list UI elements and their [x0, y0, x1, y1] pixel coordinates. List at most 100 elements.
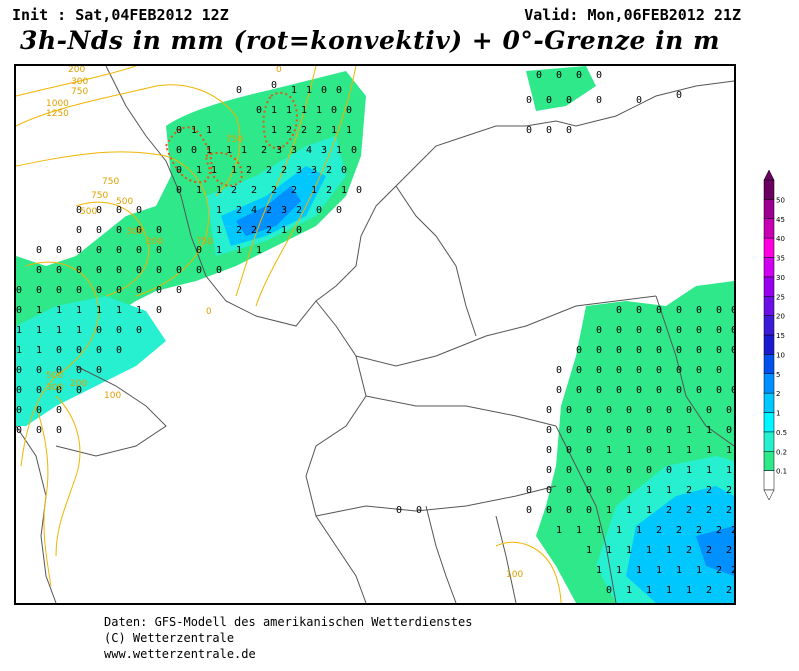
precip-value-symbol: 1	[136, 305, 143, 316]
precip-value-symbol: 0	[526, 505, 533, 516]
snowline-label: 300	[71, 77, 89, 87]
precip-value-symbol: 0	[36, 425, 43, 436]
precip-value-symbol: 0	[546, 505, 553, 516]
precip-value-symbol: 1	[231, 165, 238, 176]
precip-value-symbol: 0	[156, 285, 163, 296]
map-title: 3h-Nds in mm (rot=konvektiv) + 0°-Grenze…	[20, 26, 720, 55]
precip-value-symbol: 1	[306, 85, 313, 96]
precip-value-symbol: 2	[326, 185, 333, 196]
legend-bottom-arrow	[763, 489, 775, 501]
precip-value-symbol: 0	[716, 385, 723, 396]
precip-value-symbol: 2	[686, 545, 693, 556]
precip-value-symbol: 0	[96, 365, 103, 376]
snowline-label: 750	[102, 177, 120, 187]
precip-value-symbol: 0	[666, 425, 673, 436]
precip-value-symbol: 1	[116, 305, 123, 316]
precip-value-symbol: 0	[56, 385, 63, 396]
precip-value-symbol: 0	[526, 95, 533, 106]
legend-band	[763, 296, 775, 316]
precip-value-symbol: 1	[606, 505, 613, 516]
precip-value-symbol: 1	[346, 125, 353, 136]
precip-value-symbol: 2	[686, 505, 693, 516]
precip-value-symbol: 0	[636, 325, 643, 336]
legend-band	[763, 199, 775, 219]
precip-value-symbol: 0	[56, 405, 63, 416]
precip-value-symbol: 0	[176, 165, 183, 176]
precip-value-symbol: 0	[616, 305, 623, 316]
precip-value-symbol: 0	[676, 385, 683, 396]
precip-value-symbol: 0	[586, 465, 593, 476]
precip-area-southeast	[536, 281, 734, 603]
precip-value-symbol: 0	[546, 465, 553, 476]
precip-value-symbol: 0	[136, 205, 143, 216]
precip-value-symbol: 3	[276, 145, 283, 156]
precip-value-symbol: 0	[596, 70, 603, 81]
precip-value-symbol: 0	[566, 485, 573, 496]
precip-value-symbol: 0	[96, 245, 103, 256]
precip-value-symbol: 1	[241, 145, 248, 156]
legend-band	[763, 237, 775, 258]
precip-value-symbol: 1	[211, 165, 218, 176]
precip-value-symbol: 1	[596, 565, 603, 576]
precip-value-symbol: 0	[546, 425, 553, 436]
precip-value-symbol: 2	[731, 526, 734, 536]
precip-value-symbol: 1	[556, 525, 563, 536]
precip-value-symbol: 2	[706, 585, 713, 596]
precip-value-symbol: 1	[286, 105, 293, 116]
precip-value-symbol: 0	[731, 346, 734, 356]
precip-value-symbol: 0	[56, 285, 63, 296]
precip-value-symbol: 0	[626, 425, 633, 436]
precip-value-symbol: 1	[36, 305, 43, 316]
precip-value-symbol: 0	[606, 485, 613, 496]
precip-value-symbol: 0	[596, 95, 603, 106]
precip-value-symbol: 0	[646, 405, 653, 416]
website-link[interactable]: www.wetterzentrale.de	[104, 647, 256, 661]
precip-value-symbol: 3	[321, 145, 328, 156]
precip-value-symbol: 0	[716, 365, 723, 376]
precip-value-symbol: 1	[16, 345, 23, 356]
precip-value-symbol: 0	[96, 285, 103, 296]
precip-value-symbol: 0	[16, 305, 23, 316]
precip-value-symbol: 0	[96, 225, 103, 236]
precip-value-symbol: 2	[251, 185, 258, 196]
precip-value-symbol: 1	[271, 125, 278, 136]
precip-value-symbol: 0	[76, 345, 83, 356]
precip-value-symbol: 0	[576, 365, 583, 376]
precip-value-symbol: 2	[291, 185, 298, 196]
snowline-label: 200	[70, 379, 88, 389]
precip-value-symbol: 0	[696, 385, 703, 396]
legend-band	[763, 276, 775, 297]
precip-value-symbol: 0	[56, 265, 63, 276]
precip-value-symbol: 2	[266, 225, 273, 236]
precip-value-symbol: 0	[646, 425, 653, 436]
legend-level-label: 35	[776, 255, 785, 263]
precip-value-symbol: 1	[206, 125, 213, 136]
precip-value-symbol: 1	[646, 505, 653, 516]
precip-value-symbol: 1	[281, 225, 288, 236]
precip-value-symbol: 0	[136, 265, 143, 276]
precip-value-symbol: 0	[716, 345, 723, 356]
precip-value-symbol: 0	[546, 485, 553, 496]
precip-value-symbol: 0	[666, 465, 673, 476]
precip-value-symbol: 1	[236, 245, 243, 256]
legend-band	[763, 257, 775, 278]
precip-value-symbol: 1	[696, 565, 703, 576]
precip-value-symbol: 1	[206, 145, 213, 156]
precip-value-symbol: 2	[726, 545, 733, 556]
precip-value-symbol: 0	[676, 345, 683, 356]
precip-value-symbol: 0	[16, 285, 23, 296]
precip-value-symbol: 0	[321, 85, 328, 96]
precip-value-symbol: 0	[36, 285, 43, 296]
precip-value-symbol: 0	[566, 125, 573, 136]
precip-value-symbol: 1	[626, 485, 633, 496]
precip-value-symbol: 0	[596, 365, 603, 376]
precip-value-symbol: 0	[676, 305, 683, 316]
precip-value-symbol: 0	[716, 325, 723, 336]
precip-value-symbol: 0	[656, 325, 663, 336]
precip-value-symbol: 0	[256, 105, 263, 116]
precip-value-symbol: 0	[76, 225, 83, 236]
precip-value-symbol: 0	[676, 365, 683, 376]
precip-value-symbol: 0	[136, 245, 143, 256]
precip-value-symbol: 0	[656, 385, 663, 396]
